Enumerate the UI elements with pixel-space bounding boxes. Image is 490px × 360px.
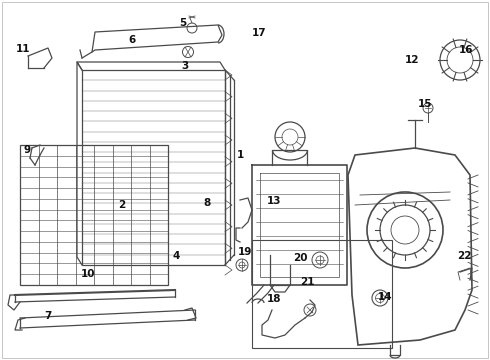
Text: 15: 15 [418,99,433,109]
Text: 19: 19 [238,247,252,257]
Text: 9: 9 [24,145,30,156]
Text: 8: 8 [203,198,210,208]
Text: 14: 14 [378,292,392,302]
Text: 2: 2 [118,200,125,210]
Text: 7: 7 [44,311,52,321]
Text: 20: 20 [294,253,308,264]
Text: 17: 17 [251,28,266,38]
Bar [252,240,392,348]
Text: 6: 6 [129,35,136,45]
Text: 3: 3 [182,60,189,71]
Text: 10: 10 [81,269,96,279]
Text: 12: 12 [404,55,419,66]
Text: 1: 1 [237,150,244,160]
Text: 18: 18 [267,294,282,304]
Text: 4: 4 [172,251,180,261]
Text: 22: 22 [457,251,472,261]
Text: 13: 13 [267,196,282,206]
Text: 5: 5 [179,18,186,28]
Text: 21: 21 [300,276,315,287]
Text: 11: 11 [16,44,31,54]
Text: 16: 16 [459,45,474,55]
